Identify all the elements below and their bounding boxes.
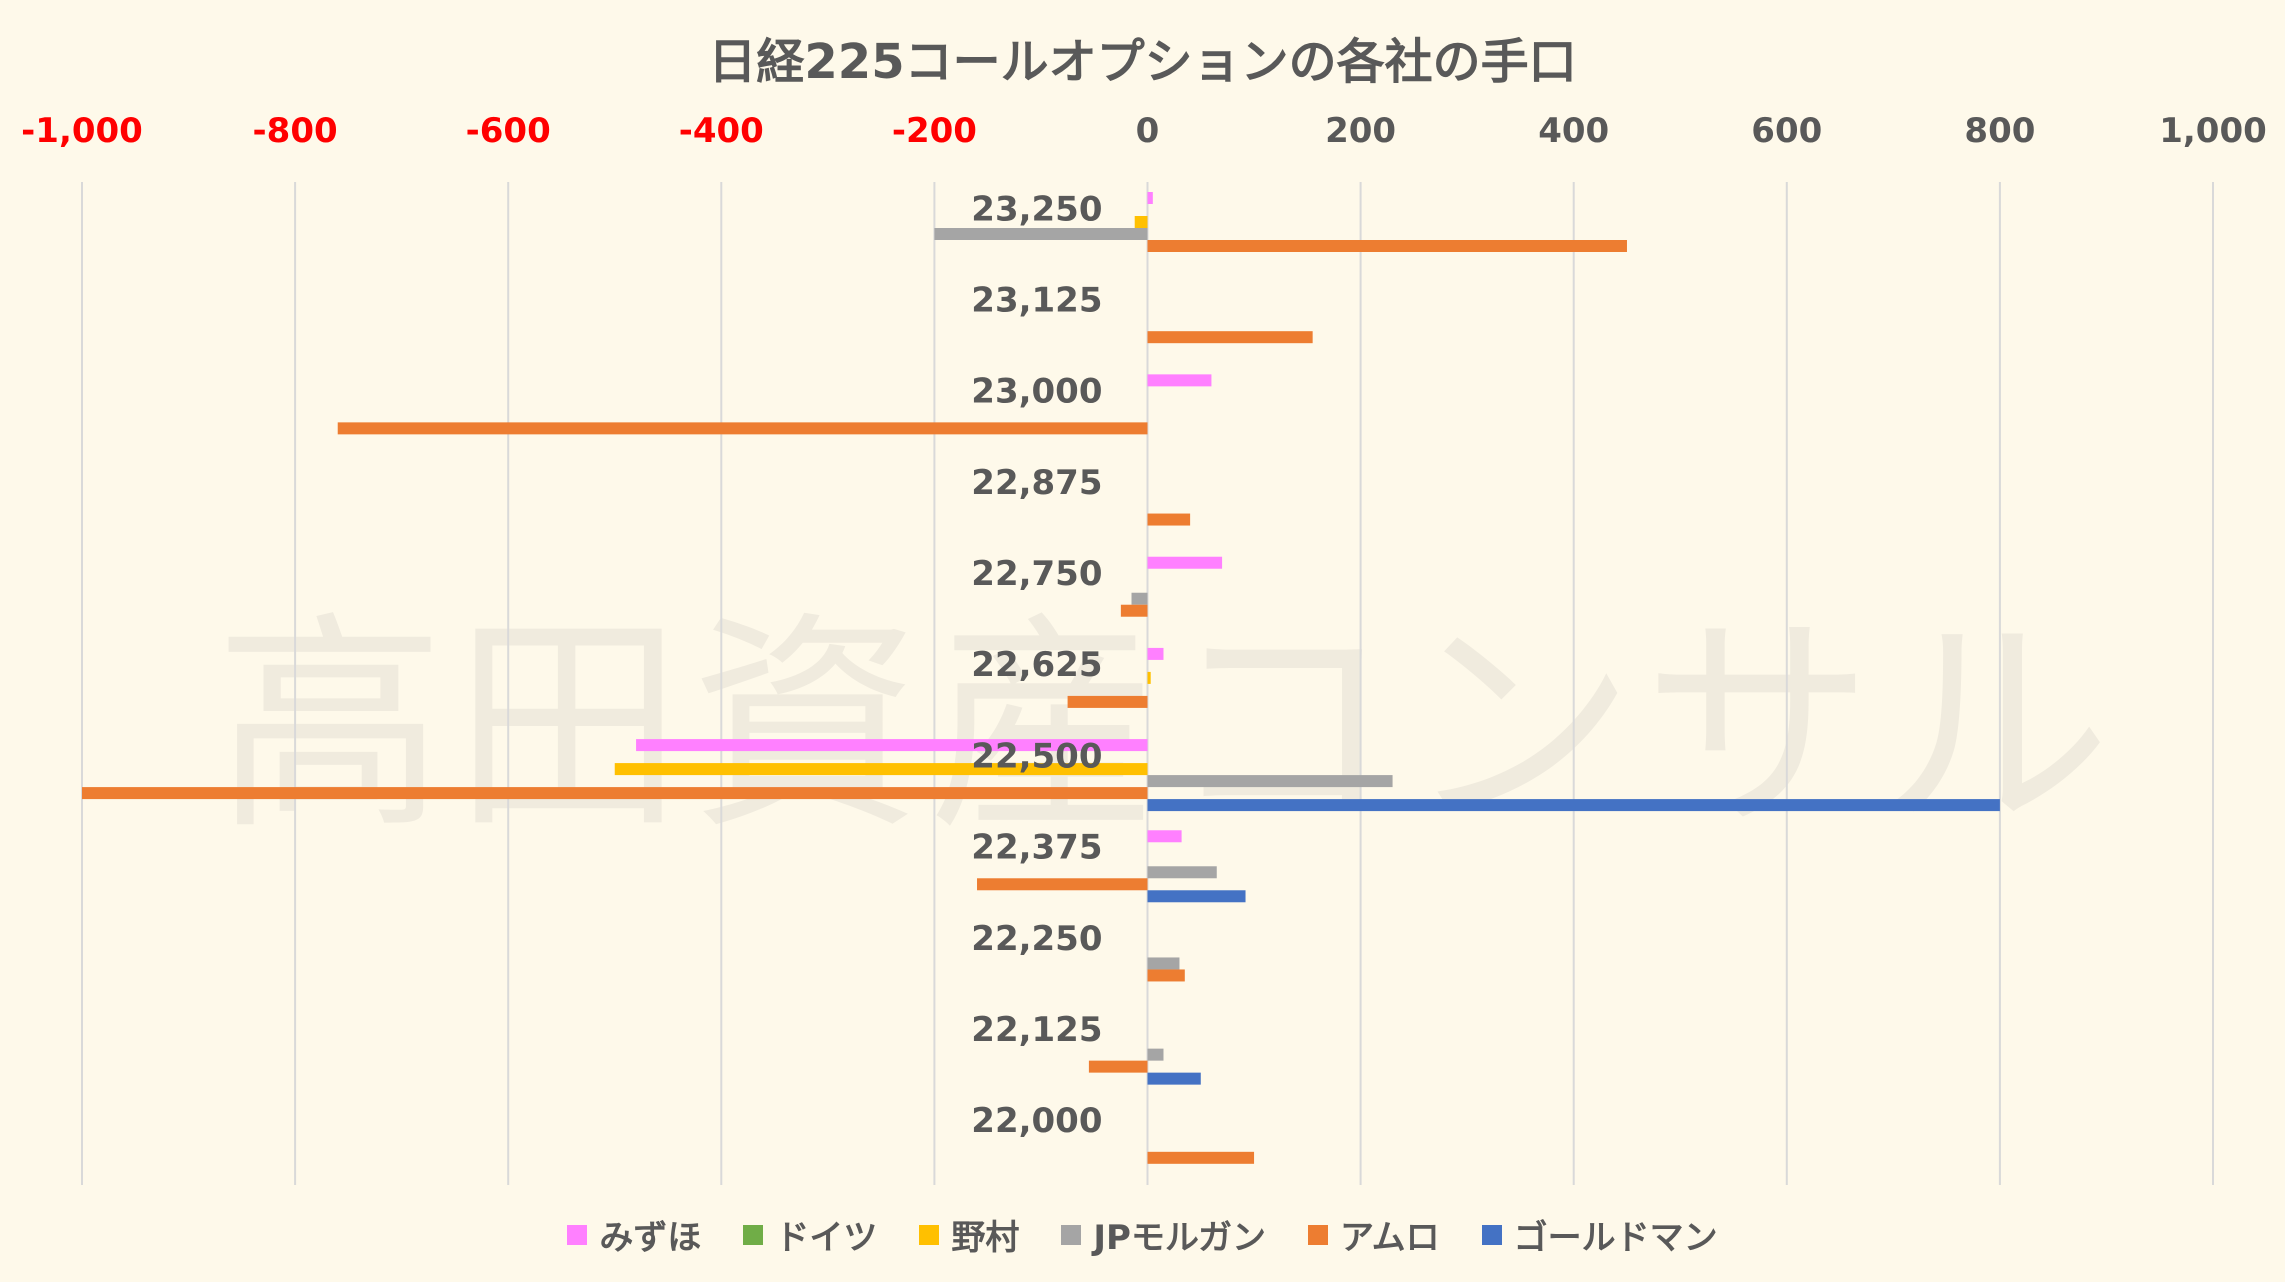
legend-swatch	[1061, 1224, 1082, 1245]
legend-swatch	[919, 1224, 940, 1245]
bar	[1147, 671, 1151, 684]
bar	[1088, 1060, 1148, 1073]
bar	[1147, 331, 1313, 344]
x-tick-label: -200	[892, 111, 977, 151]
bar	[1147, 890, 1246, 903]
x-tick-label: 800	[1964, 111, 2035, 151]
bar	[1147, 556, 1223, 569]
bar	[1147, 957, 1180, 970]
bar	[636, 739, 1148, 752]
bar	[337, 422, 1148, 435]
legend-item: ゴールドマン	[1481, 1210, 1718, 1259]
category-label: 22,875	[971, 463, 1102, 503]
bar	[1147, 192, 1153, 204]
category-label: 23,125	[971, 280, 1102, 320]
legend-label: JPモルガン	[1093, 1218, 1266, 1258]
bar	[1120, 604, 1148, 617]
category-label: 22,250	[971, 919, 1102, 959]
legend-item: みずほ	[567, 1210, 701, 1259]
legend-swatch	[743, 1224, 764, 1245]
category-label: 22,000	[971, 1101, 1102, 1141]
legend-swatch	[1481, 1224, 1502, 1245]
bar	[1147, 969, 1185, 982]
legend-item: アムロ	[1307, 1210, 1440, 1259]
bar	[1147, 1072, 1201, 1085]
bar	[1147, 374, 1212, 387]
x-tick-label: 400	[1538, 111, 1609, 151]
x-tick-label: 200	[1325, 111, 1396, 151]
category-label: 22,500	[971, 736, 1102, 776]
legend-swatch	[1307, 1224, 1328, 1245]
bar	[1147, 775, 1393, 788]
x-tick-label: 1,000	[2159, 111, 2267, 151]
category-label: 22,375	[971, 828, 1102, 868]
bar	[1147, 1151, 1255, 1164]
bar	[1147, 647, 1164, 660]
bar	[82, 787, 1148, 800]
bar	[1147, 799, 2000, 812]
bar	[934, 228, 1148, 240]
bar	[1134, 216, 1148, 228]
legend-item: ドイツ	[743, 1210, 877, 1259]
bar	[1147, 830, 1182, 843]
x-tick-label: -1,000	[21, 111, 143, 151]
legend-label: ゴールドマン	[1513, 1218, 1718, 1258]
bar	[614, 763, 1148, 776]
category-label: 22,750	[971, 554, 1102, 594]
legend-item: 野村	[919, 1210, 1019, 1259]
bar	[1147, 240, 1627, 252]
x-tick-label: -400	[679, 111, 764, 151]
category-label: 23,000	[971, 372, 1102, 412]
bar	[1131, 592, 1148, 605]
category-label: 23,250	[971, 189, 1102, 229]
legend-label: 野村	[951, 1218, 1020, 1258]
legend-swatch	[567, 1224, 588, 1245]
x-tick-label: 600	[1751, 111, 1822, 151]
chart-title: 日経225コールオプションの各社の手口	[708, 34, 1577, 90]
legend-item: JPモルガン	[1061, 1210, 1266, 1259]
category-label: 22,125	[971, 1010, 1102, 1050]
x-tick-label: 0	[1136, 111, 1160, 151]
x-tick-label: -800	[253, 111, 338, 151]
bar	[977, 878, 1148, 891]
x-tick-label: -600	[466, 111, 551, 151]
category-label: 22,625	[971, 645, 1102, 685]
legend-label: ドイツ	[775, 1218, 878, 1258]
bar	[1147, 1048, 1164, 1061]
legend-label: みずほ	[599, 1218, 702, 1258]
bar	[1147, 866, 1217, 879]
legend-label: アムロ	[1339, 1218, 1440, 1258]
legend: みずほ ドイツ 野村 JPモルガン アムロ ゴールドマン	[0, 1210, 2285, 1259]
chart-plot: -1,000 -800 -600 -400 -200 0 200 400 600 800 1,000…	[21, 111, 2267, 1185]
bar	[1147, 513, 1191, 526]
bar	[1067, 695, 1148, 708]
